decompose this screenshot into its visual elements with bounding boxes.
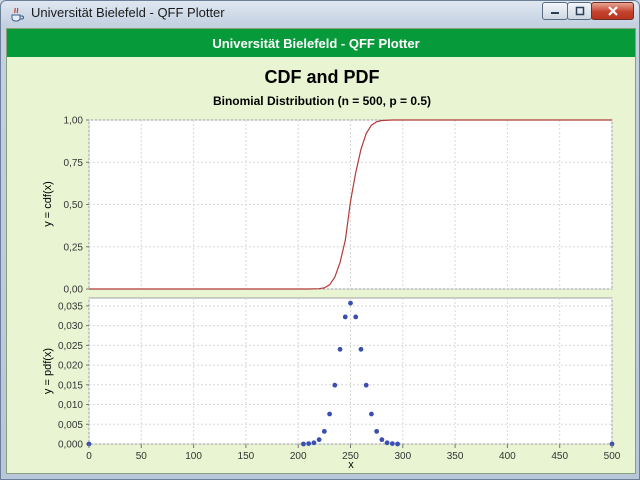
- java-coffee-icon: [11, 7, 24, 22]
- pdf-data-point: [342, 314, 348, 320]
- window-title: Universität Bielefeld - QFF Plotter: [31, 5, 225, 20]
- cdf-plot: 0,00 0,25 0,50 0,75 1,00 y = cdf(x): [42, 116, 613, 296]
- chart-subtitle: Binomial Distribution (n = 500, p = 0.5): [213, 94, 431, 108]
- y-tick-label: 0,025: [58, 341, 83, 352]
- y-tick-label: 1,00: [64, 116, 84, 127]
- pdf-data-point: [337, 346, 343, 352]
- pdf-data-point: [306, 441, 312, 447]
- pdf-data-point: [321, 428, 327, 434]
- x-tick-label: 150: [238, 451, 255, 462]
- x-tick-label: 300: [394, 451, 411, 462]
- x-tick-label: 200: [290, 451, 307, 462]
- close-button[interactable]: [591, 2, 634, 20]
- x-tick-label: 0: [86, 451, 92, 462]
- pdf-data-point: [311, 440, 317, 446]
- pdf-data-point: [332, 382, 338, 388]
- maximize-button[interactable]: [567, 2, 592, 20]
- pdf-data-point: [301, 441, 306, 447]
- x-axis: 0 50 100 150 200 250 300 350 400 450 500: [86, 444, 621, 462]
- chart-title: CDF and PDF: [265, 67, 380, 87]
- pdf-data-point: [353, 314, 359, 320]
- pdf-plot: 0,000 0,005 0,010 0,015 0,020 0,025 0,030 0,035…: [42, 297, 615, 451]
- cdf-pdf-chart: CDF and PDF Binomial Distribution (n = 5…: [42, 67, 621, 471]
- banner-title: Universität Bielefeld - QFF Plotter: [212, 35, 420, 51]
- y-tick-label: 0,25: [64, 242, 84, 253]
- pdf-data-point: [369, 411, 374, 417]
- y-tick-label: 0,035: [58, 301, 83, 312]
- y-tick-label: 0,50: [64, 200, 84, 211]
- pdf-data-point: [395, 441, 400, 447]
- pdf-data-point: [327, 411, 332, 417]
- y-tick-label: 0,020: [58, 361, 83, 372]
- y-tick-label: 0,00: [64, 285, 84, 296]
- pdf-data-point: [363, 382, 369, 388]
- y-tick-label: 0,030: [58, 321, 83, 332]
- pdf-data-point: [358, 346, 364, 352]
- x-tick-label: 350: [447, 451, 464, 462]
- y-tick-label: 0,000: [58, 440, 83, 451]
- x-axis-label: x: [348, 459, 354, 471]
- header-banner: Universität Bielefeld - QFF Plotter: [7, 29, 635, 57]
- pdf-data-point: [384, 440, 390, 446]
- pdf-data-point: [389, 441, 395, 447]
- title-bar[interactable]: Universität Bielefeld - QFF Plotter: [1, 1, 639, 27]
- pdf-data-point: [379, 437, 385, 443]
- pdf-data-point: [374, 428, 380, 434]
- minimize-icon: [551, 12, 559, 14]
- y-tick-label: 0,010: [58, 400, 83, 411]
- y-tick-label: 0,75: [64, 158, 84, 169]
- pdf-y-axis-label: y = pdf(x): [42, 348, 54, 394]
- x-tick-label: 100: [185, 451, 202, 462]
- x-tick-label: 250: [342, 451, 359, 462]
- pdf-data-point: [316, 437, 322, 443]
- x-tick-label: 450: [551, 451, 568, 462]
- y-tick-label: 0,015: [58, 380, 83, 391]
- cdf-series-line: [89, 119, 612, 290]
- x-tick-label: 400: [499, 451, 516, 462]
- pdf-data-point: [348, 300, 353, 306]
- close-icon: [607, 6, 618, 16]
- y-tick-label: 0,005: [58, 420, 83, 431]
- x-tick-label: 500: [604, 451, 621, 462]
- minimize-button[interactable]: [542, 2, 568, 20]
- plotter-panel: Universität Bielefeld - QFF Plotter CDF …: [6, 28, 636, 474]
- x-tick-label: 50: [136, 451, 148, 462]
- cdf-y-axis-label: y = cdf(x): [42, 181, 54, 227]
- maximize-icon: [575, 6, 584, 16]
